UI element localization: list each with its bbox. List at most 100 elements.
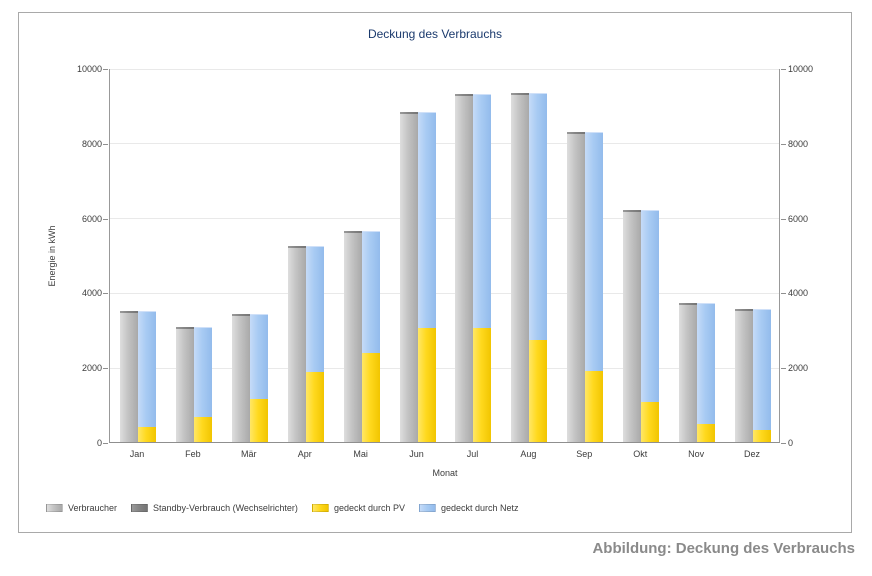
bar-deckung-stack	[641, 210, 660, 442]
y-tick-label: 4000	[788, 288, 809, 299]
bar-standby-verbrauch	[511, 93, 530, 96]
y-tick-label: 4000	[81, 288, 102, 299]
bar-verbraucher	[511, 93, 530, 442]
bar-gedeckt-durch-netz	[361, 231, 380, 354]
bar-verbraucher	[287, 246, 306, 442]
y-tick-mark	[781, 69, 786, 70]
bar-gedeckt-durch-pv	[193, 416, 212, 442]
y-tick-label: 10000	[788, 64, 814, 74]
bar-verbraucher	[119, 311, 138, 442]
bar-deckung-stack	[697, 302, 716, 442]
y-tick-label: 2000	[81, 363, 102, 374]
bar-gedeckt-durch-pv	[305, 372, 324, 442]
legend-label: gedeckt durch Netz	[440, 503, 519, 513]
y-tick-mark	[781, 368, 786, 370]
bar-gedeckt-durch-pv	[585, 370, 604, 442]
legend-swatch	[311, 504, 329, 512]
bar-gedeckt-durch-pv	[361, 353, 380, 442]
legend-item: gedeckt durch Netz	[418, 503, 519, 513]
bar-verbraucher	[735, 309, 754, 442]
legend-swatch	[46, 504, 63, 512]
bar-deckung-stack	[193, 327, 212, 442]
y-tick-mark	[103, 218, 108, 220]
bar-gedeckt-durch-netz	[249, 314, 268, 400]
bar-gedeckt-durch-pv	[417, 328, 436, 442]
x-tick-label: Jan	[129, 449, 145, 459]
bar-gedeckt-durch-netz	[641, 210, 660, 402]
x-tick-label: Aug	[520, 449, 537, 459]
bar-verbraucher	[175, 327, 194, 442]
y-tick-label: 0	[96, 438, 102, 448]
legend-swatch	[418, 504, 436, 512]
x-tick-label: Mär	[241, 449, 257, 459]
bar-standby-verbrauch	[287, 246, 306, 249]
y-tick-mark	[103, 368, 108, 370]
bar-gedeckt-durch-netz	[529, 93, 548, 341]
y-tick-mark	[781, 218, 786, 220]
y-tick-mark	[103, 443, 108, 444]
bar-deckung-stack	[585, 131, 604, 442]
bar-deckung-stack	[305, 246, 324, 442]
x-axis-label: Monat	[432, 468, 458, 478]
legend-swatch	[131, 504, 149, 512]
bar-gedeckt-durch-netz	[753, 309, 772, 431]
x-tick-label: Sep	[576, 449, 593, 459]
legend-label: Standby-Verbrauch (Wechselrichter)	[153, 503, 298, 513]
bar-verbraucher	[455, 94, 474, 442]
chart-widget: Deckung des Verbrauchs Energie in kWh Mo…	[18, 12, 852, 533]
bar-gedeckt-durch-netz	[473, 94, 492, 329]
gridline	[110, 367, 779, 369]
bar-standby-verbrauch	[623, 210, 642, 213]
bar-gedeckt-durch-pv	[529, 340, 548, 442]
y-tick-label: 8000	[81, 138, 102, 149]
gridline	[110, 292, 779, 294]
x-tick-label: Nov	[688, 449, 705, 459]
bar-verbraucher	[231, 314, 250, 442]
legend-label: Verbraucher	[68, 503, 118, 513]
y-tick-label: 2000	[788, 363, 809, 374]
y-tick-mark	[103, 293, 108, 295]
x-tick-label: Dez	[744, 449, 761, 459]
bar-verbraucher	[343, 231, 362, 442]
bar-gedeckt-durch-pv	[473, 328, 492, 442]
bar-standby-verbrauch	[175, 327, 194, 330]
gridline	[110, 68, 779, 70]
bar-gedeckt-durch-netz	[305, 246, 324, 373]
bar-gedeckt-durch-netz	[585, 131, 604, 371]
bar-verbraucher	[399, 112, 418, 442]
bar-standby-verbrauch	[119, 311, 138, 314]
bar-gedeckt-durch-pv	[137, 427, 156, 442]
y-tick-label: 10000	[76, 64, 102, 74]
bar-deckung-stack	[753, 309, 772, 442]
bar-standby-verbrauch	[455, 94, 474, 97]
legend-label: gedeckt durch PV	[333, 503, 405, 513]
y-tick-mark	[781, 293, 786, 295]
x-tick-label: Apr	[297, 449, 312, 459]
y-tick-mark	[781, 143, 786, 145]
bar-deckung-stack	[137, 311, 156, 442]
bar-gedeckt-durch-netz	[193, 327, 212, 417]
bar-standby-verbrauch	[679, 302, 698, 305]
y-tick-mark	[781, 443, 786, 444]
y-tick-label: 0	[788, 438, 794, 448]
plot-area	[109, 68, 780, 443]
bar-gedeckt-durch-pv	[641, 401, 660, 442]
bar-deckung-stack	[473, 94, 492, 442]
bar-standby-verbrauch	[343, 231, 362, 234]
y-tick-mark	[103, 143, 108, 145]
bar-deckung-stack	[417, 112, 436, 442]
bar-standby-verbrauch	[735, 309, 754, 312]
chart-title: Deckung des Verbrauchs	[367, 27, 503, 41]
x-tick-label: Jun	[409, 449, 424, 459]
bar-standby-verbrauch	[567, 131, 586, 134]
bar-gedeckt-durch-pv	[249, 399, 268, 442]
bar-gedeckt-durch-netz	[137, 311, 156, 428]
bar-standby-verbrauch	[231, 314, 250, 317]
legend-item: Verbraucher	[46, 503, 117, 513]
x-tick-label: Feb	[185, 449, 201, 459]
bar-deckung-stack	[529, 93, 548, 442]
y-tick-label: 6000	[788, 213, 809, 224]
figure-caption: Abbildung: Deckung des Verbrauchs	[592, 540, 855, 557]
y-axis-label: Energie in kWh	[47, 225, 57, 287]
